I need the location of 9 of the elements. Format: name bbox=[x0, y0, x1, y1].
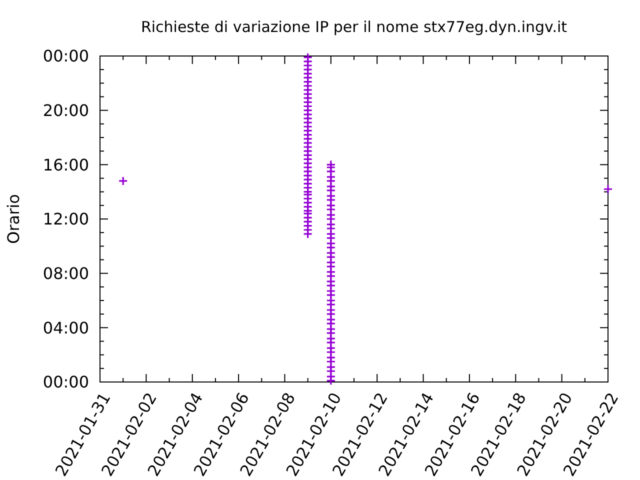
y-tick-label: 16:00 bbox=[42, 155, 89, 174]
y-tick-label: 20:00 bbox=[42, 100, 89, 120]
y-tick-label: 12:00 bbox=[42, 210, 89, 229]
chart-title: Richieste di variazione IP per il nome stx77eg.dyn.ingv.it bbox=[140, 18, 568, 36]
y-tick-label: 00:00 bbox=[42, 372, 89, 392]
y-axis-title: Orario bbox=[4, 194, 23, 244]
y-tick-label: 00:00 bbox=[42, 46, 89, 66]
y-tick-label: 08:00 bbox=[42, 264, 89, 283]
y-tick-label: 04:00 bbox=[42, 318, 89, 338]
